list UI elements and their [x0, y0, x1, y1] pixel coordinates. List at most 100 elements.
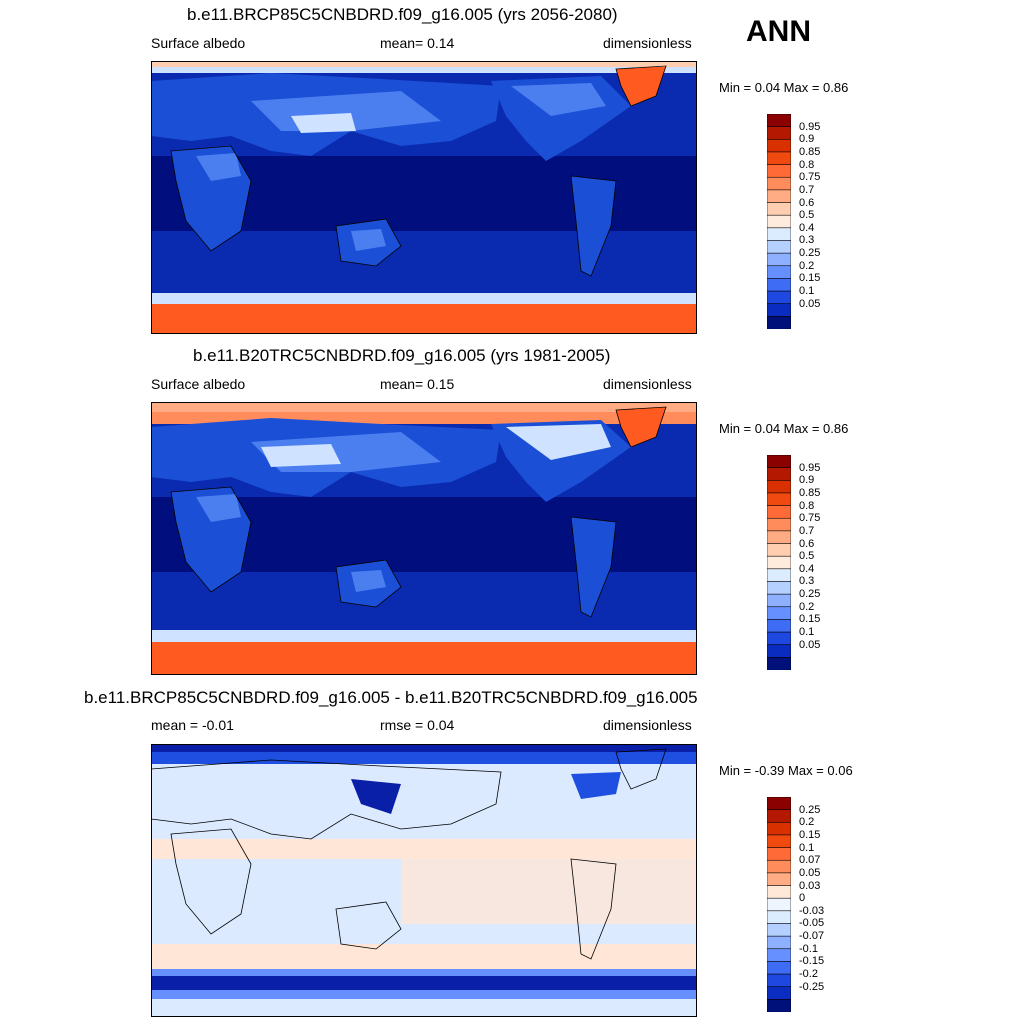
colorbar-box: [767, 189, 791, 204]
colorbar-box: [767, 455, 791, 469]
panel3-map: [151, 744, 697, 1017]
colorbar-box: [767, 290, 791, 305]
colorbar-box: [767, 923, 791, 937]
panel1-minmax: Min = 0.04 Max = 0.86: [719, 80, 849, 95]
colorbar-box: [767, 961, 791, 975]
colorbar-tick-label: 0.07: [799, 854, 821, 867]
colorbar-box: [767, 631, 791, 646]
colorbar-box: [767, 517, 791, 532]
colorbar-box: [767, 897, 791, 912]
colorbar-box: [767, 227, 791, 241]
panel2-title: b.e11.B20TRC5CNBDRD.f09_g16.005 (yrs 198…: [193, 346, 611, 365]
colorbar-box: [767, 278, 791, 292]
colorbar-tick-label: 0.7: [799, 524, 815, 537]
colorbar-tick-label: 0.75: [799, 512, 821, 525]
colorbar-tick-label: -0.03: [799, 904, 825, 917]
panel3-units-label: dimensionless: [603, 717, 692, 733]
colorbar-tick-label: 0.7: [799, 183, 815, 196]
panel1-map: [151, 61, 697, 334]
colorbar-box: [767, 265, 791, 279]
colorbar-box: [767, 114, 791, 128]
colorbar-box: [767, 847, 791, 861]
panel1-units-label: dimensionless: [603, 35, 692, 51]
colorbar-box: [767, 606, 791, 620]
colorbar-tick-label: -0.2: [799, 968, 818, 981]
colorbar-tick-label: 0.05: [799, 866, 821, 879]
colorbar-box: [767, 138, 791, 153]
colorbar-tick-label: 0.15: [799, 272, 821, 285]
colorbar-box: [767, 619, 791, 633]
colorbar-box: [767, 935, 791, 950]
colorbar-tick-label: 0.4: [799, 221, 815, 234]
colorbar-tick-label: 0.25: [799, 803, 821, 816]
colorbar-box: [767, 593, 791, 608]
colorbar-tick-label: 0.25: [799, 247, 821, 260]
panel1-variable-label: Surface albedo: [151, 35, 246, 51]
colorbar-tick-label: 0.4: [799, 562, 815, 575]
colorbar-tick-label: -0.07: [799, 930, 825, 943]
colorbar-box: [767, 240, 791, 254]
panel3-minmax: Min = -0.39 Max = 0.06: [719, 763, 853, 778]
panel2-variable-label: Surface albedo: [151, 376, 246, 392]
colorbar-box: [767, 999, 791, 1012]
colorbar-box: [767, 885, 791, 899]
colorbar-tick-label: 0.5: [799, 209, 815, 222]
panel3-rmse-label: rmse = 0.04: [380, 717, 455, 733]
colorbar-tick-label: 0.2: [799, 600, 815, 613]
colorbar-box: [767, 809, 791, 823]
colorbar-tick-label: -0.1: [799, 942, 818, 955]
colorbar-tick-label: 0.03: [799, 879, 821, 892]
colorbar-box: [767, 492, 791, 507]
colorbar-box: [767, 821, 791, 836]
colorbar-tick-label: 0.1: [799, 841, 815, 854]
colorbar-box: [767, 973, 791, 988]
colorbar-box: [767, 151, 791, 166]
colorbar-tick-label: 0.6: [799, 537, 815, 550]
colorbar-box: [767, 505, 791, 519]
panel2-units-label: dimensionless: [603, 376, 692, 392]
panel1-title: b.e11.BRCP85C5CNBDRD.f09_g16.005 (yrs 20…: [187, 5, 618, 24]
colorbar-tick-label: 0.2: [799, 259, 815, 272]
colorbar-tick-label: 0.8: [799, 158, 815, 171]
panel1-mean-label: mean= 0.14: [380, 35, 455, 51]
season-label: ANN: [746, 15, 811, 48]
colorbar-box: [767, 202, 791, 216]
colorbar-tick-label: 0.3: [799, 575, 815, 588]
colorbar-tick-label: 0.9: [799, 133, 815, 146]
colorbar-tick-label: 0.9: [799, 474, 815, 487]
panel3-title: b.e11.BRCP85C5CNBDRD.f09_g16.005 - b.e11…: [84, 688, 698, 707]
colorbar-tick-label: 0.05: [799, 638, 821, 651]
colorbar-box: [767, 581, 791, 595]
colorbar-tick-label: 0.1: [799, 626, 815, 639]
colorbar-box: [767, 303, 791, 317]
colorbar-tick-label: 0.95: [799, 120, 821, 133]
colorbar-box: [767, 568, 791, 582]
colorbar-tick-label: 0.2: [799, 816, 815, 829]
colorbar-box: [767, 164, 791, 178]
colorbar-box: [767, 467, 791, 481]
colorbar-tick-label: 0.3: [799, 234, 815, 247]
colorbar-tick-label: 0.1: [799, 285, 815, 298]
colorbar-box: [767, 252, 791, 267]
colorbar-tick-label: 0.95: [799, 461, 821, 474]
panel2-minmax: Min = 0.04 Max = 0.86: [719, 421, 849, 436]
colorbar-tick-label: 0: [799, 892, 806, 905]
panel2-mean-label: mean= 0.15: [380, 376, 455, 392]
panel3-mean-label: mean = -0.01: [151, 717, 234, 733]
colorbar-box: [767, 948, 791, 962]
colorbar-box: [767, 543, 791, 557]
colorbar-box: [767, 657, 791, 670]
colorbar-box: [767, 644, 791, 658]
colorbar-box: [767, 834, 791, 849]
colorbar-tick-label: 0.25: [799, 588, 821, 601]
colorbar-tick-label: -0.25: [799, 980, 825, 993]
colorbar-tick-label: 0.6: [799, 196, 815, 209]
colorbar-box: [767, 530, 791, 545]
colorbar-tick-label: 0.8: [799, 499, 815, 512]
colorbar-tick-label: 0.15: [799, 828, 821, 841]
colorbar-tick-label: 0.05: [799, 297, 821, 310]
colorbar-tick-label: 0.5: [799, 550, 815, 563]
colorbar-box: [767, 126, 791, 140]
colorbar-box: [767, 214, 791, 229]
colorbar-tick-label: 0.75: [799, 171, 821, 184]
